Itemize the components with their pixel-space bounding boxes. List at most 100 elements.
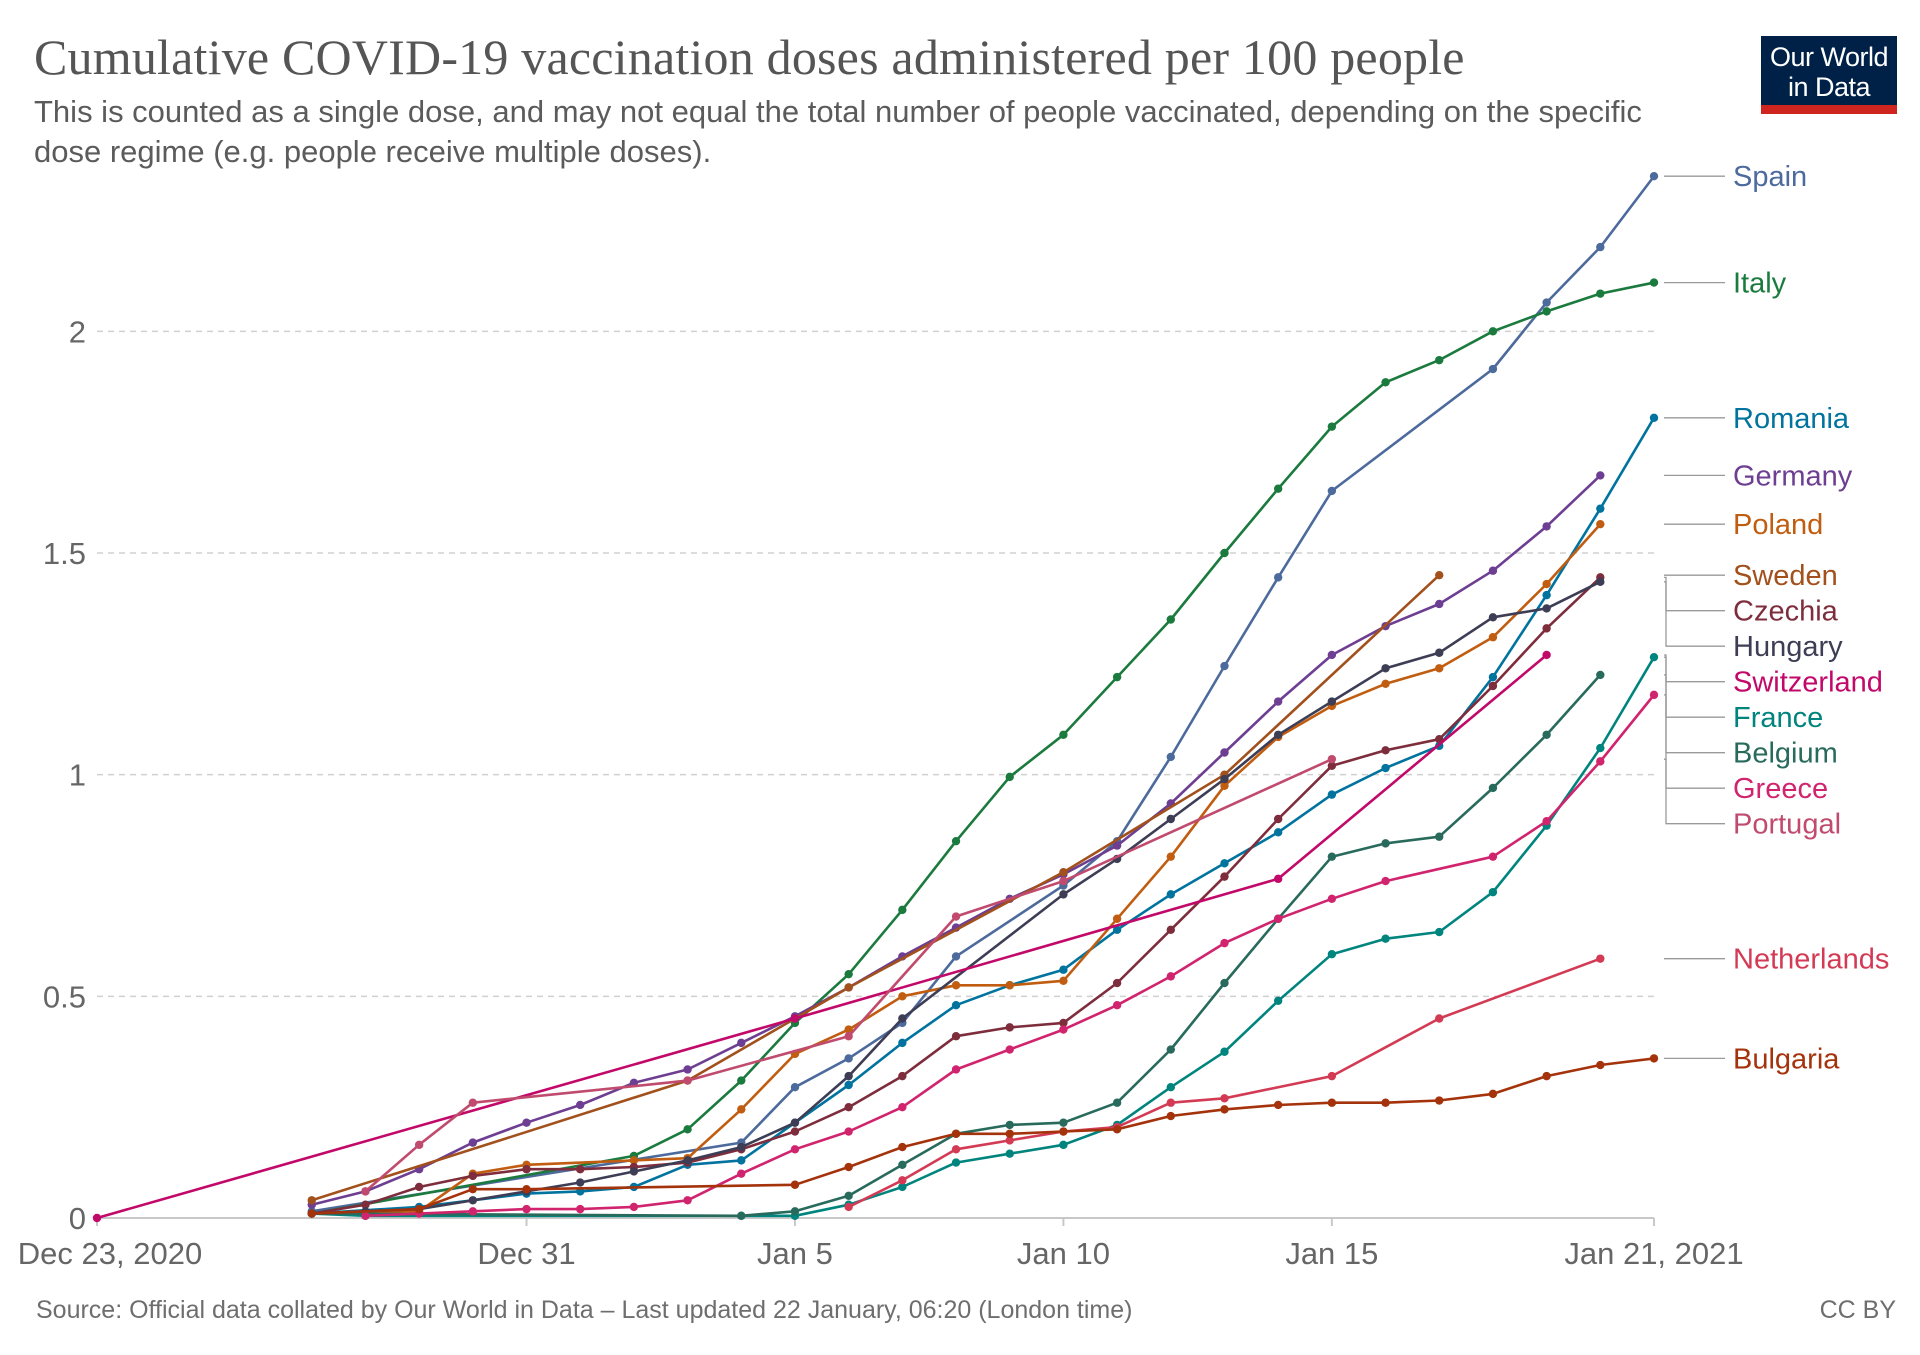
- data-point[interactable]: [1596, 504, 1605, 513]
- data-point[interactable]: [1273, 874, 1283, 884]
- data-point[interactable]: [737, 1105, 746, 1114]
- data-point[interactable]: [1488, 364, 1498, 374]
- data-point[interactable]: [951, 1158, 961, 1167]
- data-point[interactable]: [1381, 934, 1390, 943]
- data-point[interactable]: [1220, 661, 1229, 671]
- data-point[interactable]: [844, 1032, 853, 1041]
- data-point[interactable]: [522, 1165, 531, 1174]
- data-point[interactable]: [1596, 954, 1605, 963]
- data-point[interactable]: [1542, 604, 1551, 613]
- data-point[interactable]: [844, 1071, 853, 1081]
- data-point[interactable]: [790, 1207, 800, 1216]
- data-point[interactable]: [1596, 1060, 1605, 1070]
- data-point[interactable]: [844, 1054, 853, 1063]
- data-point[interactable]: [1488, 327, 1498, 336]
- data-point[interactable]: [1327, 894, 1337, 903]
- data-point[interactable]: [683, 1156, 692, 1165]
- series-line[interactable]: [311, 281, 1655, 1215]
- data-point[interactable]: [629, 1156, 639, 1165]
- data-point[interactable]: [1005, 1045, 1014, 1054]
- data-point[interactable]: [1112, 672, 1122, 682]
- data-point[interactable]: [1005, 1149, 1014, 1158]
- data-point[interactable]: [1488, 887, 1498, 897]
- data-point[interactable]: [844, 1080, 853, 1090]
- data-point[interactable]: [468, 1184, 478, 1194]
- data-point[interactable]: [1273, 1100, 1283, 1110]
- data-point[interactable]: [1273, 914, 1283, 923]
- data-point[interactable]: [1542, 730, 1551, 739]
- data-point[interactable]: [1059, 1118, 1068, 1127]
- data-point[interactable]: [844, 1102, 853, 1112]
- legend-label-sweden[interactable]: Sweden: [1733, 560, 1838, 592]
- data-point[interactable]: [1005, 1023, 1014, 1032]
- data-point[interactable]: [1488, 681, 1498, 691]
- data-point[interactable]: [898, 1071, 907, 1081]
- data-point[interactable]: [898, 1182, 907, 1192]
- data-point[interactable]: [1435, 355, 1444, 365]
- data-point[interactable]: [1542, 522, 1551, 531]
- data-point[interactable]: [576, 1100, 585, 1110]
- data-point[interactable]: [790, 1127, 800, 1136]
- data-point[interactable]: [361, 1187, 370, 1196]
- data-point[interactable]: [1542, 650, 1551, 660]
- data-point[interactable]: [1112, 1125, 1122, 1134]
- data-point[interactable]: [898, 1142, 907, 1152]
- data-point[interactable]: [1112, 1098, 1122, 1107]
- data-point[interactable]: [683, 1196, 692, 1205]
- data-point[interactable]: [790, 1014, 800, 1023]
- data-point[interactable]: [1649, 690, 1659, 700]
- data-point[interactable]: [1112, 1001, 1122, 1010]
- series-line[interactable]: [311, 175, 1656, 1213]
- data-point[interactable]: [1488, 633, 1498, 642]
- data-point[interactable]: [1435, 648, 1444, 657]
- data-point[interactable]: [1166, 1111, 1175, 1121]
- data-point[interactable]: [951, 981, 961, 990]
- data-point[interactable]: [1542, 579, 1551, 589]
- data-point[interactable]: [898, 1160, 907, 1170]
- data-point[interactable]: [844, 1127, 853, 1136]
- data-point[interactable]: [898, 1014, 907, 1023]
- data-point[interactable]: [1649, 652, 1659, 662]
- data-point[interactable]: [1220, 548, 1229, 558]
- data-point[interactable]: [898, 992, 907, 1001]
- series-line[interactable]: [311, 576, 1602, 1215]
- data-point[interactable]: [1596, 519, 1605, 529]
- data-point[interactable]: [1059, 976, 1068, 986]
- data-point[interactable]: [1327, 852, 1337, 861]
- data-point[interactable]: [951, 1065, 961, 1074]
- data-point[interactable]: [1542, 590, 1551, 600]
- data-point[interactable]: [951, 1129, 961, 1138]
- data-point[interactable]: [1166, 925, 1175, 935]
- data-point[interactable]: [1166, 752, 1175, 762]
- data-point[interactable]: [576, 1165, 585, 1174]
- data-point[interactable]: [414, 1140, 424, 1150]
- license-link[interactable]: CC BY: [1819, 1296, 1896, 1324]
- data-point[interactable]: [1327, 650, 1337, 660]
- data-point[interactable]: [1166, 890, 1175, 899]
- data-point[interactable]: [737, 1156, 746, 1165]
- series-line[interactable]: [364, 758, 1333, 1193]
- data-point[interactable]: [737, 1211, 746, 1220]
- data-point[interactable]: [1649, 171, 1659, 181]
- data-point[interactable]: [844, 1202, 853, 1212]
- data-point[interactable]: [576, 1178, 585, 1187]
- data-point[interactable]: [576, 1204, 585, 1214]
- legend-label-hungary[interactable]: Hungary: [1733, 631, 1843, 663]
- data-point[interactable]: [1220, 859, 1229, 868]
- data-point[interactable]: [468, 1207, 478, 1216]
- data-point[interactable]: [1488, 783, 1498, 793]
- data-point[interactable]: [1327, 1098, 1337, 1107]
- data-point[interactable]: [1112, 978, 1122, 988]
- data-point[interactable]: [1435, 599, 1444, 609]
- data-point[interactable]: [1596, 757, 1605, 766]
- data-point[interactable]: [1166, 1083, 1175, 1092]
- data-point[interactable]: [737, 1169, 746, 1178]
- data-point[interactable]: [1649, 1054, 1659, 1063]
- data-point[interactable]: [1166, 814, 1175, 824]
- legend-label-greece[interactable]: Greece: [1733, 773, 1828, 805]
- data-point[interactable]: [1596, 289, 1605, 298]
- data-point[interactable]: [1381, 679, 1390, 688]
- data-point[interactable]: [1381, 876, 1390, 886]
- data-point[interactable]: [1542, 298, 1551, 307]
- data-point[interactable]: [951, 1001, 961, 1010]
